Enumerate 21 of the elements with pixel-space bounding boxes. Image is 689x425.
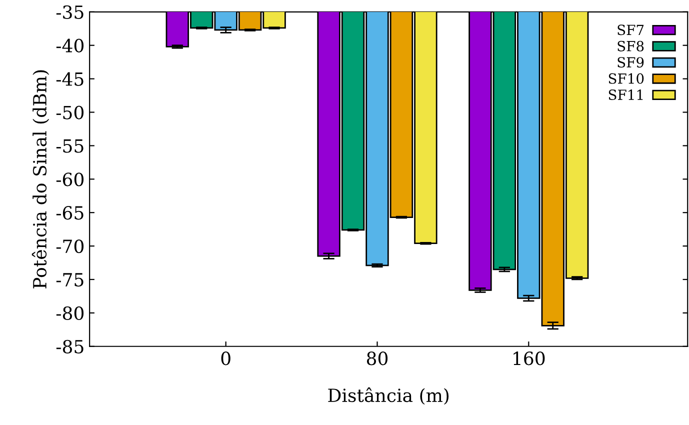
y-tick-label: -40 xyxy=(56,38,84,52)
y-tick-label: -35 xyxy=(56,5,84,20)
legend-label: SF11 xyxy=(608,90,643,100)
y-tick-label: -75 xyxy=(56,273,84,287)
y-tick-label: -65 xyxy=(56,206,84,220)
y-tick-label: -80 xyxy=(56,306,84,320)
legend-label: SF8 xyxy=(618,40,644,52)
y-tick-label: -70 xyxy=(56,239,84,254)
legend-label: SF7 xyxy=(618,24,644,36)
x-tick-label: 80 xyxy=(366,352,388,366)
x-tick-label: 160 xyxy=(514,352,545,366)
y-tick-label: -55 xyxy=(56,139,84,153)
y-tick-label: -60 xyxy=(56,172,84,186)
legend-label: SF9 xyxy=(618,57,644,68)
y-tick-label: -45 xyxy=(56,72,84,86)
x-axis-title: Distância (m) xyxy=(328,387,449,405)
x-tick-label: 0 xyxy=(221,352,230,366)
y-tick-label: -50 xyxy=(56,106,84,120)
y-axis-title: Potência do Sinal (dBm) xyxy=(32,70,50,288)
y-tick-label: -85 xyxy=(56,340,84,354)
legend-label: SF10 xyxy=(608,73,644,84)
